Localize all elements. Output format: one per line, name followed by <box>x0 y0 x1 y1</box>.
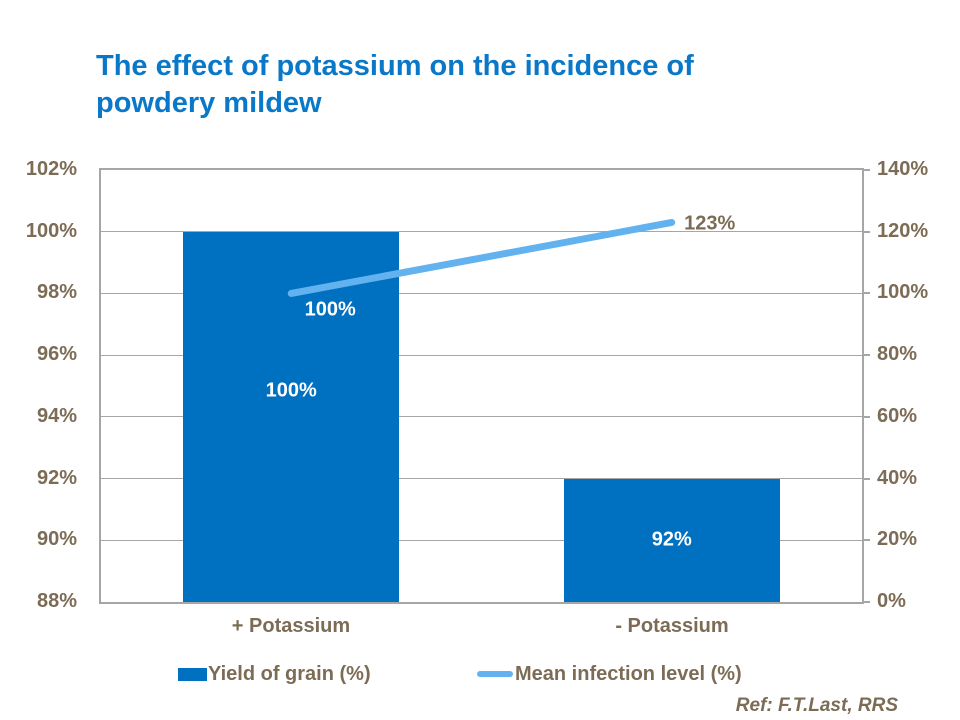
legend-item-yield: Yield of grain (%) <box>178 660 371 688</box>
line-data-label: 100% <box>304 298 356 321</box>
right-axis-tick <box>862 169 870 171</box>
left-axis-label: 92% <box>36 466 77 489</box>
left-axis-label: 98% <box>36 281 77 304</box>
line-series <box>287 218 676 297</box>
right-axis-label: 40% <box>877 466 918 489</box>
category-label-minus-potassium: - Potassium <box>615 615 729 637</box>
infection-line <box>287 218 676 297</box>
gridline <box>101 354 862 356</box>
legend-label-infection: Mean infection level (%) <box>515 662 742 685</box>
right-axis-label: 100% <box>877 281 929 304</box>
bar---potassium <box>563 478 780 602</box>
right-axis-label: 20% <box>877 528 918 551</box>
line-data-label: 123% <box>684 212 736 235</box>
right-axis-tick <box>862 292 870 295</box>
legend-label-yield: Yield of grain (%) <box>208 662 371 685</box>
left-axis-label: 100% <box>25 219 77 242</box>
bar-data-label: 92% <box>651 528 692 551</box>
line-series-swatch <box>477 671 513 677</box>
right-axis-label: 60% <box>877 404 918 427</box>
left-axis-label: 88% <box>36 590 77 612</box>
right-axis-tick <box>862 601 870 603</box>
left-axis-label: 102% <box>25 158 77 180</box>
plot-area-border <box>99 168 864 604</box>
right-axis-tick <box>862 354 870 357</box>
reference-text: Ref: F.T.Last, RRS <box>735 695 898 716</box>
gridline <box>101 539 862 541</box>
gridline <box>101 416 862 418</box>
plot-area: 100% 92% 100% 123% <box>101 170 862 602</box>
right-axis-label: 80% <box>877 343 918 366</box>
left-axis-label: 96% <box>36 343 77 366</box>
right-axis-tick <box>862 230 870 233</box>
category-label-plus-potassium: + Potassium <box>231 615 351 637</box>
right-axis-tick <box>862 415 870 418</box>
right-axis-label: 0% <box>877 590 906 612</box>
right-axis-tick <box>862 477 870 480</box>
bar-series-swatch <box>178 667 207 681</box>
bar-data-label: 100% <box>265 379 317 402</box>
gridline <box>101 231 862 233</box>
chart-title: The effect of potassium on the incidence… <box>96 50 694 119</box>
right-axis-tick <box>862 539 870 542</box>
left-axis-label: 94% <box>36 404 77 427</box>
right-axis-label: 140% <box>877 158 929 180</box>
legend-item-infection: Mean infection level (%) <box>477 660 742 688</box>
gridline <box>101 292 862 294</box>
gridline <box>101 478 862 480</box>
right-axis-label: 120% <box>877 219 929 242</box>
left-axis-label: 90% <box>36 528 77 551</box>
